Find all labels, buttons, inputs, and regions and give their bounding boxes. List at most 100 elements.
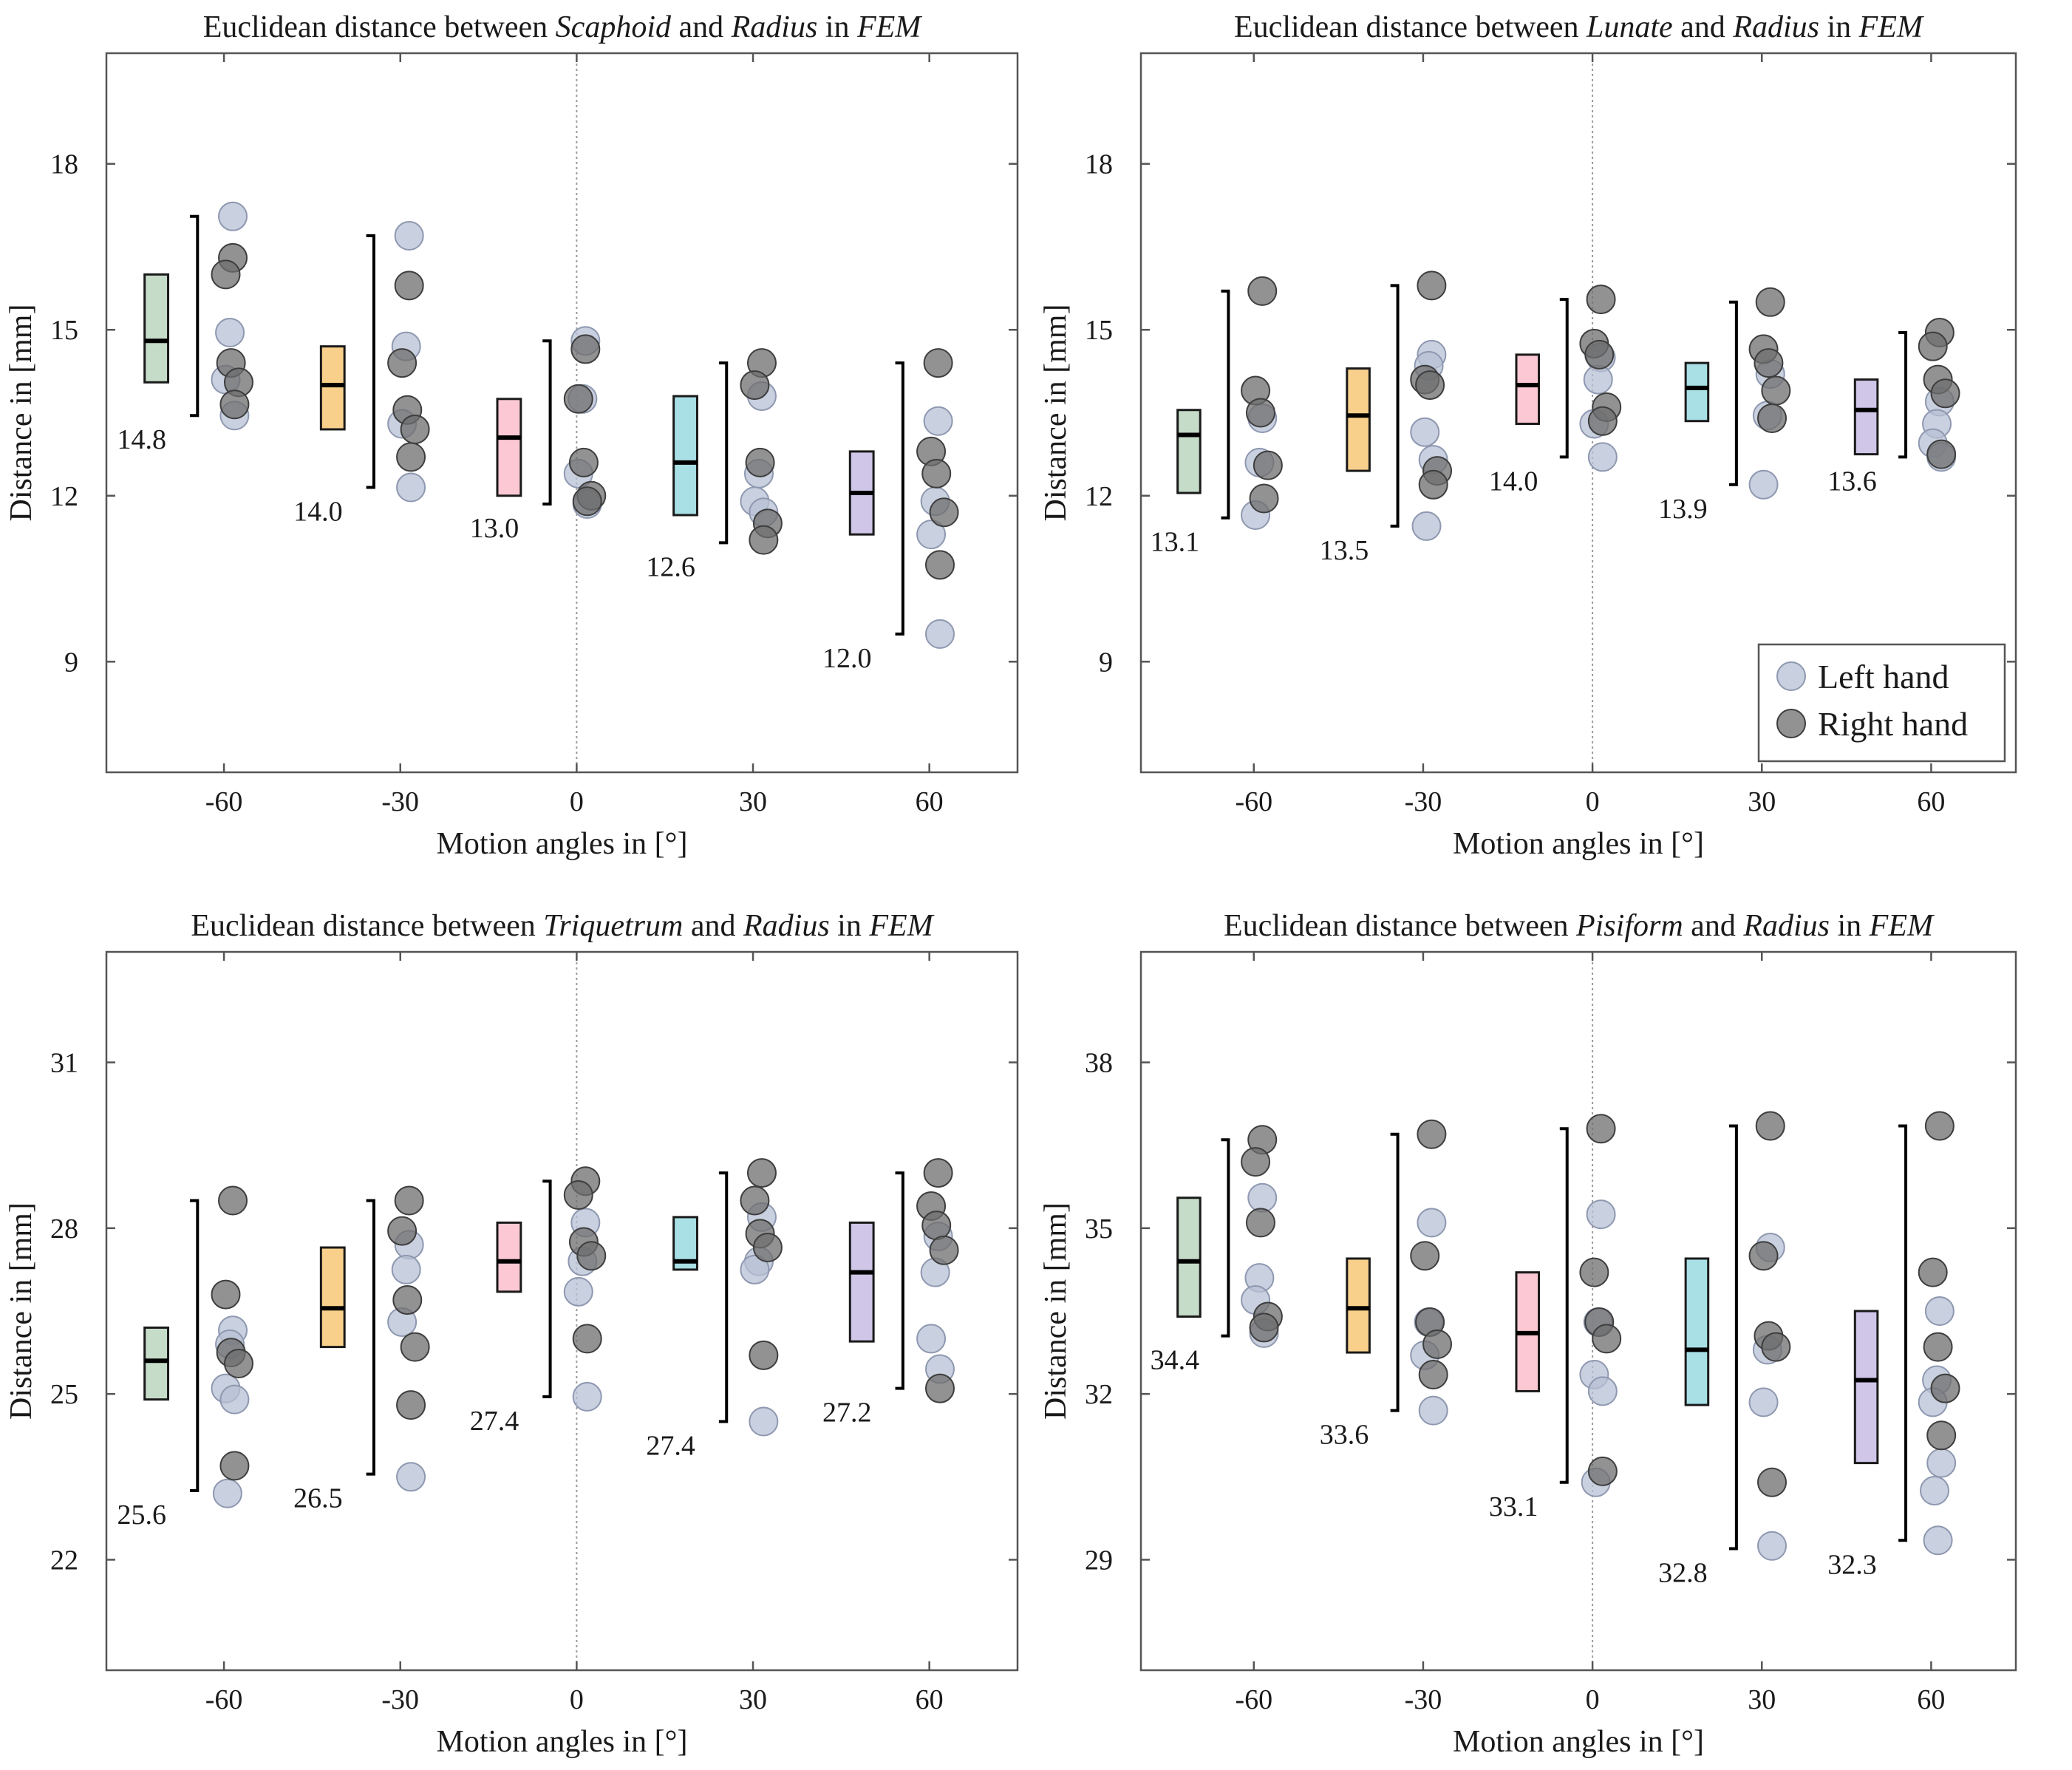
plot-frame: [105, 52, 1019, 774]
legend-right-marker: [1776, 709, 1806, 738]
left-hand-point: [215, 317, 245, 347]
plot-frame: [1139, 950, 2017, 1672]
y-tick-label: 15: [50, 315, 78, 346]
left-hand-point: [394, 220, 424, 251]
left-hand-point: [572, 1381, 602, 1412]
chart-title: Euclidean distance between Triquetrum an…: [191, 909, 934, 943]
right-hand-point: [1748, 1241, 1779, 1271]
box: [672, 395, 698, 517]
legend: Left hand Right hand: [1757, 643, 2006, 763]
left-hand-point: [218, 201, 248, 231]
chart-title: Euclidean distance between Scaphoid and …: [203, 10, 923, 44]
left-hand-point: [1586, 1199, 1616, 1230]
right-hand-point: [1417, 270, 1447, 301]
whisker-bracket: [189, 214, 200, 418]
right-hand-point: [752, 1233, 783, 1263]
x-tick-label: 30: [739, 786, 767, 817]
left-hand-point: [1583, 364, 1613, 395]
left-hand-point: [924, 619, 955, 649]
x-axis-label: Motion angles in [°]: [437, 827, 688, 861]
left-hand-point: [391, 1254, 421, 1284]
whisker-bracket: [542, 339, 552, 506]
box: [1853, 1310, 1879, 1465]
right-hand-point: [1761, 1332, 1791, 1362]
whisker-bracket: [1898, 330, 1908, 459]
right-hand-point: [1417, 1119, 1447, 1149]
x-tick-label: -60: [1235, 786, 1272, 817]
left-hand-point: [1748, 469, 1779, 500]
whisker-bracket: [1221, 289, 1230, 520]
chart-title-part: Pisiform: [1575, 909, 1683, 943]
left-hand-point: [749, 1406, 779, 1437]
right-hand-point: [929, 1235, 959, 1265]
left-hand-point: [1757, 1531, 1788, 1561]
median-value-label: 27.4: [470, 1406, 519, 1437]
right-hand-point: [392, 1285, 423, 1315]
right-hand-point: [218, 1185, 248, 1216]
right-hand-point: [394, 1185, 424, 1216]
y-axis-label: Distance in [mm]: [4, 304, 38, 522]
right-hand-point: [749, 525, 779, 555]
y-tick-label: 38: [1085, 1048, 1113, 1079]
legend-left-marker: [1776, 661, 1806, 691]
x-tick-label: 60: [1917, 1684, 1945, 1715]
chart-title-part: in: [1830, 909, 1870, 943]
right-hand-point: [745, 447, 775, 477]
y-tick-label: 9: [64, 647, 78, 678]
x-tick-label: -30: [1405, 1684, 1442, 1715]
right-hand-point: [576, 1241, 607, 1271]
right-hand-point: [387, 1216, 418, 1246]
box: [1853, 378, 1879, 456]
group-angle-neg60: 34.4: [1151, 1125, 1283, 1376]
x-tick-label: -60: [205, 786, 243, 817]
right-hand-point: [1930, 1373, 1960, 1403]
box: [1684, 361, 1710, 423]
box: [496, 398, 522, 497]
group-angle-60: 13.6: [1827, 317, 1960, 497]
box: [1346, 1257, 1371, 1354]
median-value-label: 14.8: [117, 424, 166, 455]
right-hand-point: [570, 334, 601, 364]
right-hand-point: [749, 1340, 779, 1370]
right-hand-point: [1918, 1257, 1948, 1287]
x-tick-label: 0: [1586, 786, 1600, 817]
chart-title-part: Euclidean distance between: [191, 909, 543, 943]
y-tick-label: 29: [1085, 1545, 1113, 1576]
group-angle-0: 27.4: [470, 1166, 607, 1437]
whisker-bracket: [1728, 300, 1738, 486]
chart-title-part: and: [1673, 10, 1734, 44]
left-hand-point: [396, 1462, 426, 1492]
x-tick-label: 60: [916, 1684, 944, 1715]
right-hand-point: [219, 389, 250, 420]
whisker-bracket: [1898, 1124, 1908, 1542]
right-hand-point: [1249, 483, 1279, 514]
right-hand-point: [1757, 403, 1788, 433]
right-hand-point: [211, 259, 241, 290]
median-value-label: 13.5: [1320, 535, 1369, 566]
x-tick-label: 30: [739, 1684, 767, 1715]
right-hand-point: [563, 384, 593, 414]
right-hand-point: [1249, 1313, 1279, 1343]
group-angle-0: 13.0: [470, 326, 607, 544]
left-hand-point: [1587, 442, 1618, 472]
chart-title-part: in: [1819, 10, 1859, 44]
chart-title-part: Radius: [1732, 10, 1819, 44]
right-hand-point: [1755, 1111, 1785, 1141]
right-hand-point: [563, 1180, 593, 1210]
left-hand-point: [1411, 511, 1442, 541]
x-axis-label: Motion angles in [°]: [1453, 827, 1704, 861]
panel-triquetrum: Euclidean distance between Triquetrum an…: [4, 909, 1019, 1759]
right-hand-point: [1247, 276, 1278, 306]
right-hand-point: [746, 1158, 777, 1188]
x-tick-label: -30: [1405, 786, 1442, 817]
y-axis-label: Distance in [mm]: [4, 1202, 38, 1420]
group-angle-60: 32.3: [1827, 1111, 1960, 1580]
x-axis-label: Motion angles in [°]: [437, 1725, 688, 1759]
whisker-bracket: [1559, 298, 1569, 459]
chart-title-part: Lunate: [1586, 10, 1673, 44]
group-angle-neg30: 26.5: [293, 1185, 430, 1514]
right-hand-point: [387, 348, 418, 378]
right-hand-point: [1592, 1324, 1622, 1354]
left-hand-point: [1247, 1182, 1278, 1213]
right-hand-point: [1245, 398, 1275, 428]
